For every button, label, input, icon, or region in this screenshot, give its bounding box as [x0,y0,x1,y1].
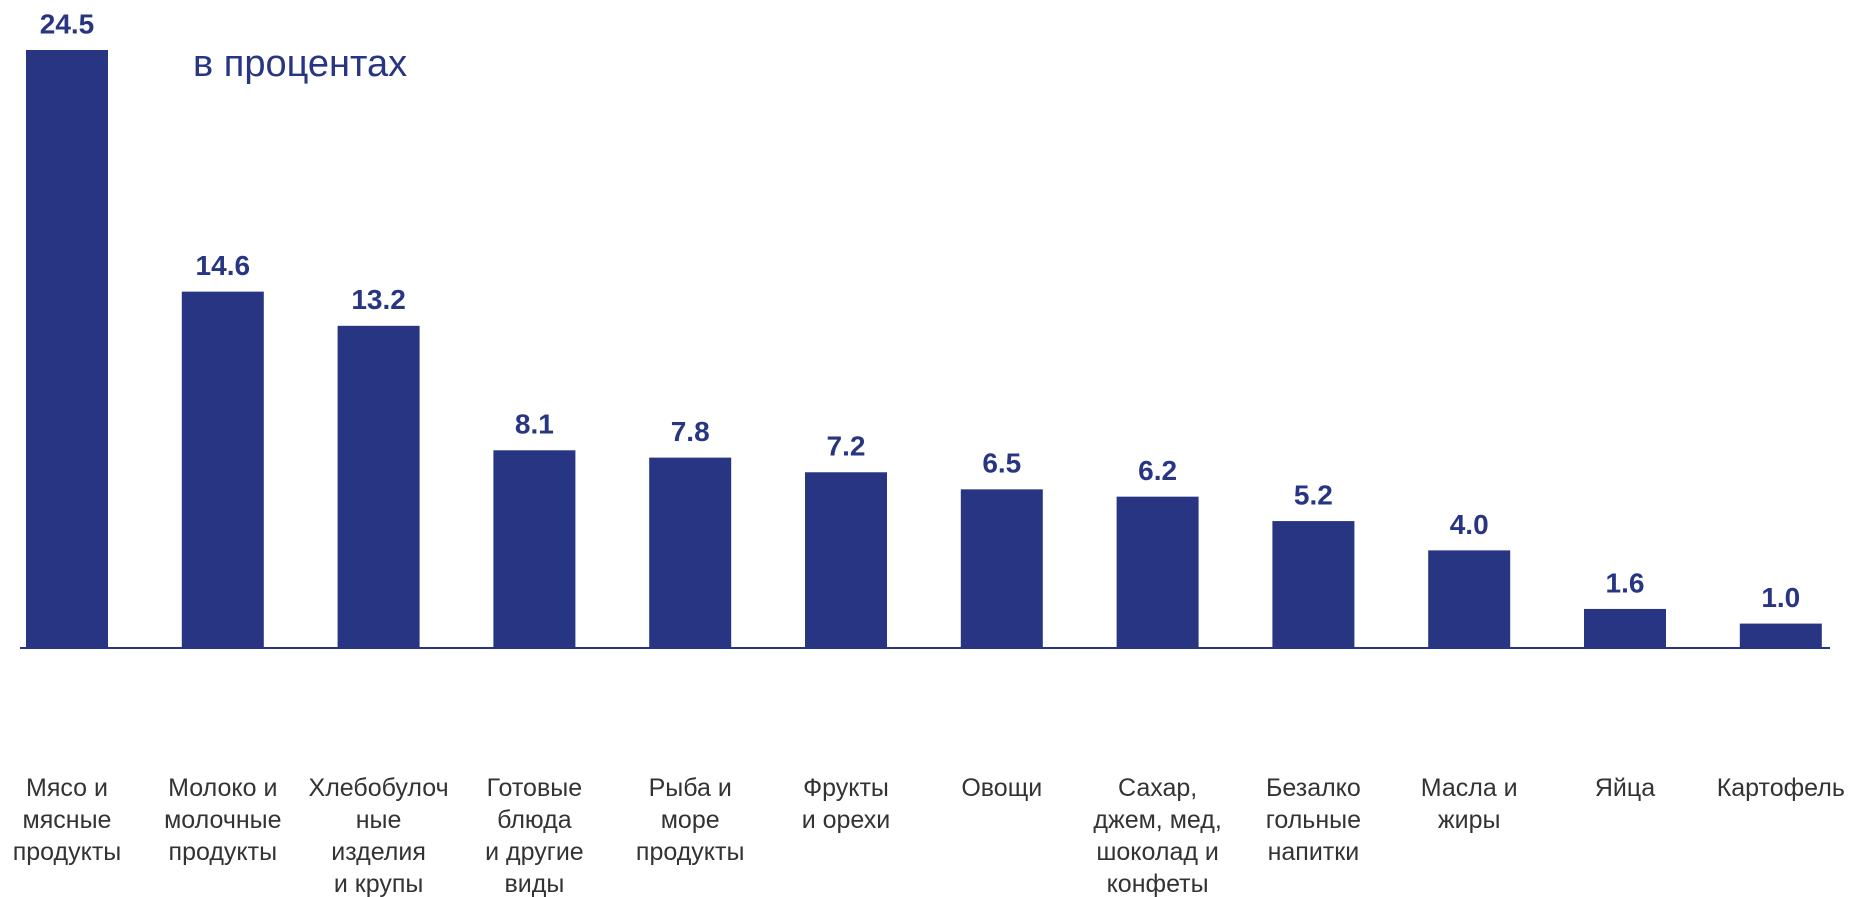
value-label: 6.2 [1138,455,1177,486]
bar [1428,550,1511,648]
value-label: 8.1 [515,409,554,440]
bar [26,50,108,648]
bar [1584,608,1666,648]
bar [181,291,264,648]
value-label: 7.2 [827,431,866,462]
value-label: 13.2 [351,284,406,315]
x-tick-label: Сахар, джем, мед, шоколад и конфеты [1093,774,1222,897]
bar [1739,623,1822,648]
value-label: 1.6 [1606,567,1645,598]
bar [649,457,732,648]
value-label: 14.6 [196,250,251,281]
chart-title: в процентах [193,43,407,85]
bar [493,450,576,648]
x-tick-label: Безалко гольные напитки [1265,774,1361,866]
value-label: 1.0 [1761,582,1800,613]
bar [805,472,887,648]
x-tick-label: Хлебобулоч ные изделия и крупы [308,774,449,897]
bar [337,325,420,648]
value-label: 24.5 [40,8,95,39]
bar [1116,496,1199,648]
x-tick-label: Молоко и молочные продукты [164,774,282,866]
x-tick-label: Масла и жиры [1420,774,1518,834]
x-tick-label: Картофель [1716,774,1845,802]
x-tick-label: Овощи [961,774,1043,802]
value-label: 5.2 [1294,479,1333,510]
x-tick-label: Яйца [1594,774,1656,802]
value-label: 6.5 [982,448,1021,479]
x-tick-label: Рыба и море продукты [635,774,745,866]
bar [1272,521,1355,648]
bar [960,489,1043,648]
x-tick-label: Фрукты и орехи [801,774,891,834]
value-label: 7.8 [671,416,710,447]
x-tick-label: Мясо и мясные продукты [12,774,122,866]
value-label: 4.0 [1450,509,1489,540]
x-tick-label: Готовые блюда и другие виды продуктов [485,774,584,897]
